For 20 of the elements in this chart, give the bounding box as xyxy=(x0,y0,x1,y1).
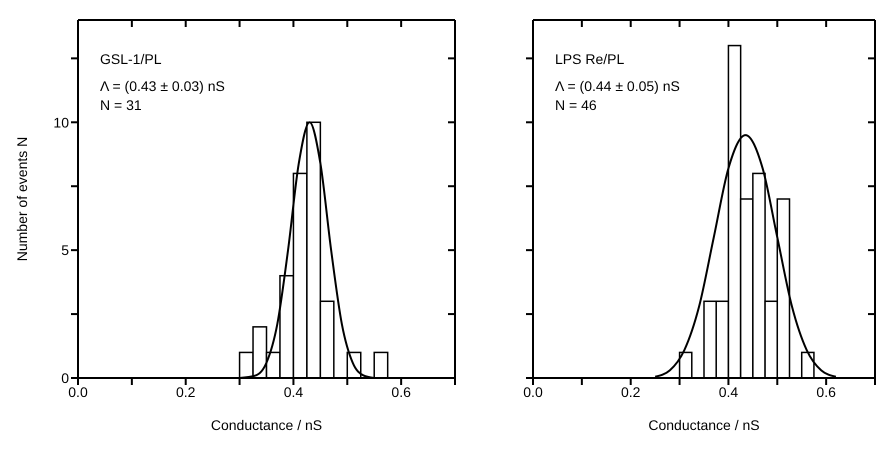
y-axis-title: Number of events N xyxy=(14,136,30,262)
x-axis-title: Conductance / nS xyxy=(210,417,322,433)
annotation: N = 46 xyxy=(555,96,598,115)
annotation: Λ = (0.43 ± 0.03) nS xyxy=(100,77,225,96)
annotation: LPS Re/PL xyxy=(555,50,626,69)
x-tick-label: 0.4 xyxy=(718,384,738,400)
x-tick-label: 0.2 xyxy=(176,384,196,400)
annotation: N = 31 xyxy=(100,96,143,115)
x-tick-label: 0.4 xyxy=(284,384,304,400)
x-tick-label: 0.6 xyxy=(816,384,836,400)
x-tick-label: 0.0 xyxy=(523,384,543,400)
x-tick-label: 0.2 xyxy=(620,384,641,400)
annotation: Λ = (0.44 ± 0.05) nS xyxy=(555,77,680,96)
y-tick-label: 5 xyxy=(61,242,70,258)
y-tick-label: 10 xyxy=(53,114,70,130)
annotation: GSL-1/PL xyxy=(100,50,162,69)
x-axis-title: Conductance / nS xyxy=(648,417,760,433)
y-tick-label: 0 xyxy=(61,370,70,386)
x-tick-label: 0.6 xyxy=(391,384,412,400)
x-tick-label: 0.0 xyxy=(68,384,88,400)
